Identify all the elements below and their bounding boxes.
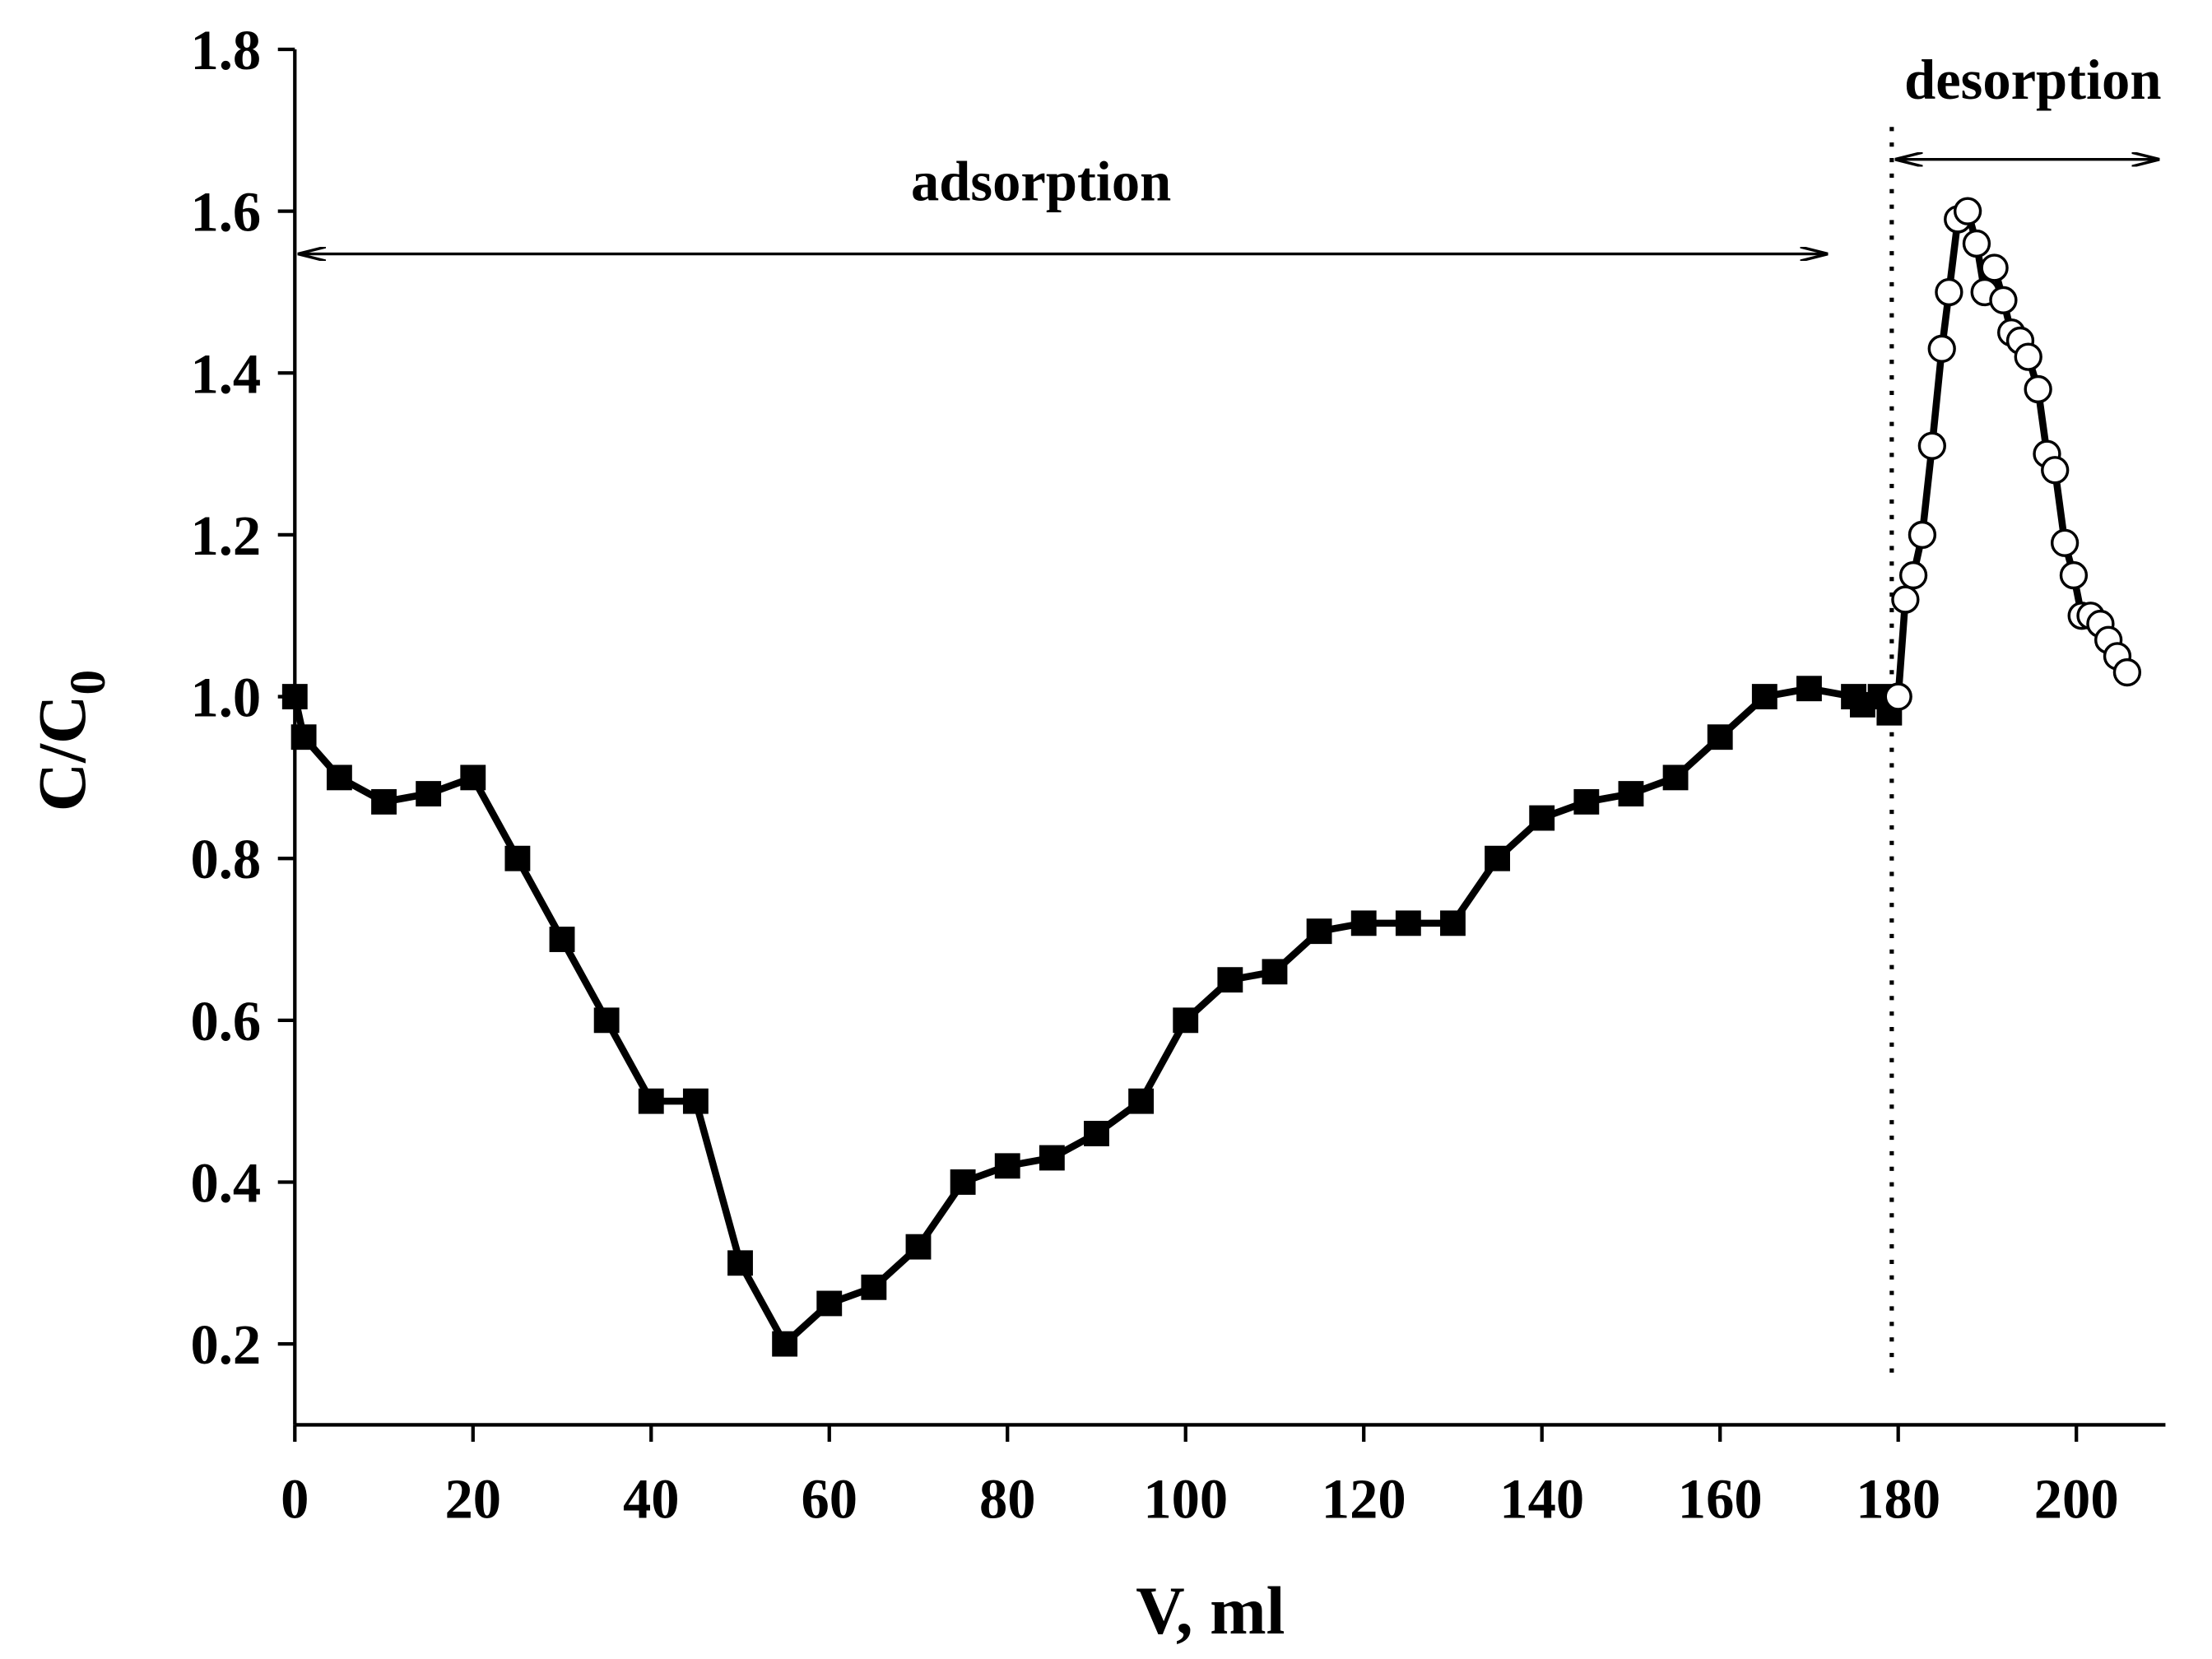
y-tick-label: 1.4 <box>190 342 261 405</box>
annotation: desorption <box>1904 49 2161 111</box>
x-tick-label: 60 <box>801 1468 857 1531</box>
data-point <box>1927 334 1956 363</box>
data-point <box>1217 967 1243 993</box>
data-point <box>1084 1121 1109 1146</box>
y-tick-label: 0.4 <box>190 1151 261 1214</box>
data-point <box>727 1250 753 1276</box>
x-axis-label: V, ml <box>1136 1573 1285 1648</box>
x-tick-label: 200 <box>2034 1468 2119 1531</box>
data-point <box>1618 781 1644 806</box>
x-tick-label: 180 <box>1856 1468 1940 1531</box>
data-point <box>1908 520 1937 550</box>
data-point <box>2059 560 2089 590</box>
data-point <box>905 1234 932 1260</box>
data-point <box>326 764 352 791</box>
data-point <box>1039 1145 1065 1171</box>
data-point <box>281 684 308 709</box>
data-point <box>1989 286 2018 314</box>
data-point <box>1350 910 1377 936</box>
data-point <box>772 1331 798 1357</box>
data-point <box>1485 845 1511 871</box>
y-tick-label: 0.8 <box>190 828 261 890</box>
y-axis-label-main: C/C <box>25 695 100 812</box>
data-point <box>861 1274 887 1300</box>
data-point <box>2024 374 2052 404</box>
data-point <box>1662 764 1689 791</box>
data-point <box>1917 431 1946 460</box>
data-point <box>1898 560 1928 590</box>
data-point <box>816 1290 843 1317</box>
data-point <box>1707 724 1733 750</box>
data-point <box>950 1169 976 1195</box>
data-point <box>1173 1007 1199 1034</box>
data-point <box>1884 682 1912 711</box>
data-point <box>1573 788 1600 815</box>
x-tick-label: 100 <box>1143 1468 1228 1531</box>
x-tick-label: 80 <box>979 1468 1036 1531</box>
data-point <box>1306 918 1332 945</box>
data-point <box>1962 229 1991 258</box>
data-point <box>1529 805 1555 831</box>
data-point <box>371 788 397 815</box>
data-point <box>2014 342 2042 371</box>
data-point <box>593 1007 620 1034</box>
y-tick-label: 1.6 <box>190 181 261 244</box>
data-point <box>2050 528 2080 557</box>
data-point <box>1128 1088 1155 1114</box>
data-point <box>549 927 575 952</box>
x-tick-label: 0 <box>281 1468 309 1531</box>
x-tick-label: 20 <box>444 1468 501 1531</box>
data-point <box>1953 197 1982 225</box>
x-tick-label: 140 <box>1499 1468 1584 1531</box>
y-tick-label: 1.2 <box>190 504 261 567</box>
annotation: adsorption <box>911 150 1171 212</box>
data-point <box>1751 684 1778 709</box>
y-tick-label: 0.2 <box>190 1313 261 1376</box>
data-point <box>290 724 317 750</box>
y-tick-label: 1.8 <box>190 19 261 81</box>
y-tick-label: 0.6 <box>190 990 261 1053</box>
x-tick-label: 160 <box>1678 1468 1763 1531</box>
y-tick-label: 1.0 <box>190 667 261 729</box>
data-point <box>504 845 531 871</box>
data-point <box>1935 277 1963 307</box>
data-point <box>2041 456 2070 485</box>
data-point <box>1440 910 1466 936</box>
data-point <box>1980 253 2009 282</box>
series-line <box>291 685 1893 1348</box>
y-axis-label-sub: 0 <box>60 670 116 695</box>
data-point <box>1262 959 1288 985</box>
data-point <box>1395 910 1421 936</box>
y-axis-label: C/C0 <box>25 670 116 812</box>
data-point <box>416 781 442 806</box>
data-point <box>1796 676 1822 702</box>
data-point <box>994 1153 1020 1179</box>
data-point <box>460 764 486 791</box>
data-point <box>2112 658 2142 687</box>
data-point <box>638 1088 664 1114</box>
x-tick-label: 40 <box>623 1468 680 1531</box>
x-tick-label: 120 <box>1322 1468 1406 1531</box>
data-point <box>682 1088 709 1114</box>
data-point <box>1891 585 1920 614</box>
